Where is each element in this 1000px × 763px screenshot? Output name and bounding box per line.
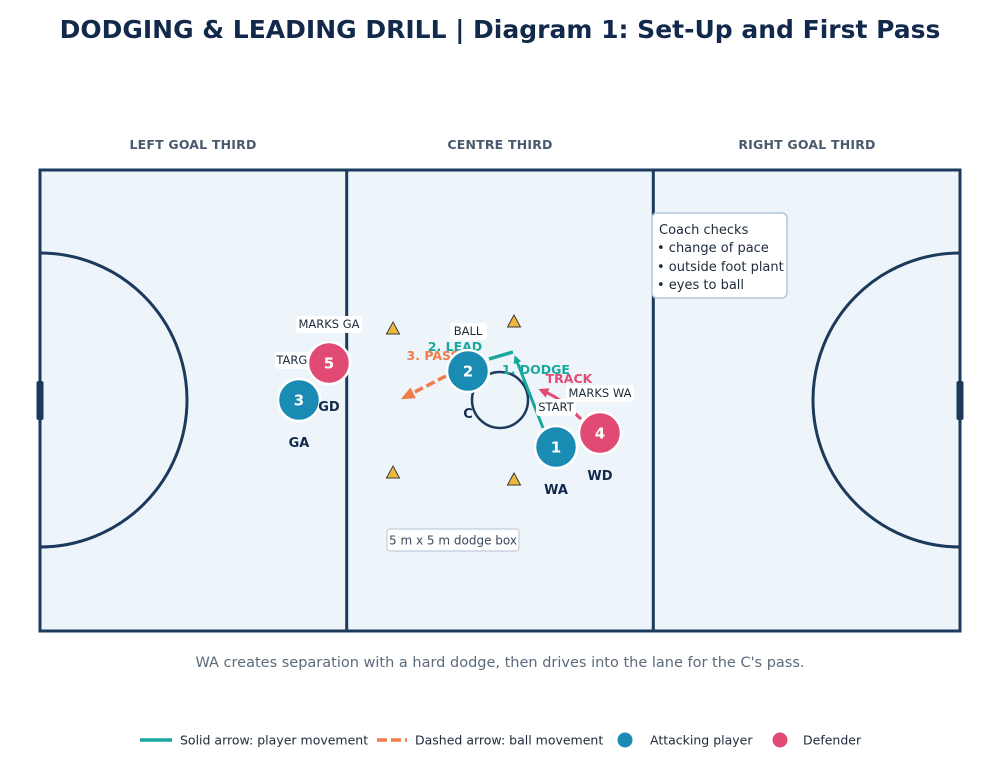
dodge-arrow [513,355,545,429]
diagram-caption: WA creates separation with a hard dodge,… [195,655,804,671]
centre-circle [470,370,530,430]
svg-text:Dashed arrow: ball movement: Dashed arrow: ball movement [415,733,603,748]
dodge-box-cones [385,313,522,486]
legend: Solid arrow: player movement Dashed arro… [140,732,862,748]
legend-solid-arrow: Solid arrow: player movement [140,733,368,748]
svg-text:START: START [538,400,574,414]
goal-post-right [956,381,964,420]
coach-note-item: • outside foot plant [657,260,784,275]
svg-text:2: 2 [463,363,473,381]
dodge-label: 1. DODGE [502,362,570,377]
svg-text:4: 4 [595,425,605,443]
legend-dashed-arrow: Dashed arrow: ball movement [377,733,603,748]
annotation-start: START [536,399,576,416]
svg-text:MARKS GA: MARKS GA [298,317,359,331]
svg-text:Defender: Defender [803,733,862,748]
svg-text:5 m x 5 m dodge box: 5 m x 5 m dodge box [389,534,517,548]
player-wd: 4 [577,410,623,456]
player-ga: 3 [276,377,322,423]
diagram-title: DODGING & LEADING DRILL | Diagram 1: Set… [60,15,941,44]
annotation-marks-ga: MARKS GA [296,316,362,333]
coach-note-item: • change of pace [657,241,769,256]
track-label: TRACK [546,371,594,386]
svg-text:1: 1 [551,439,561,457]
coach-note-item: • eyes to ball [657,278,744,293]
coach-note-heading: Coach checks [659,223,749,238]
lead-arrow [488,350,514,361]
cone-icon [385,464,401,479]
player-gd: 5 [306,340,352,386]
svg-text:3: 3 [294,392,304,410]
cone-icon [506,313,522,328]
legend-attacking-player: Attacking player [617,732,753,748]
position-label-gd: GD [318,400,340,415]
cone-icon [506,471,522,486]
position-label-wa: WA [544,483,568,498]
position-label-ga: GA [289,436,310,451]
player-c: 2 [445,348,491,394]
court-outline [38,168,962,633]
goal-post-left [36,381,44,420]
player-wa: 1 [533,424,579,470]
pass-label: 3. PASS [407,348,460,363]
dodge-box-label: 5 m x 5 m dodge box [386,528,520,552]
position-label-c: C [463,407,473,422]
svg-text:MARKS WA: MARKS WA [569,386,632,400]
label-left-third: LEFT GOAL THIRD [129,137,256,152]
coach-checks-note: Coach checks • change of pace • outside … [651,212,788,299]
annotation-ball: BALL [450,323,487,340]
label-right-third: RIGHT GOAL THIRD [738,137,875,152]
goal-circle-left [39,251,189,549]
svg-text:Solid arrow: player movement: Solid arrow: player movement [180,733,368,748]
pass-arrow [400,374,447,400]
cone-icon [385,320,401,335]
svg-text:BALL: BALL [454,324,483,338]
netball-court [36,168,964,633]
legend-defender: Defender [772,732,862,748]
position-label-wd: WD [587,469,612,484]
svg-text:Attacking player: Attacking player [650,733,753,748]
label-centre-third: CENTRE THIRD [447,137,552,152]
svg-text:5: 5 [324,355,334,373]
goal-circle-right [811,251,961,549]
annotation-marks-wa: MARKS WA [566,385,634,402]
